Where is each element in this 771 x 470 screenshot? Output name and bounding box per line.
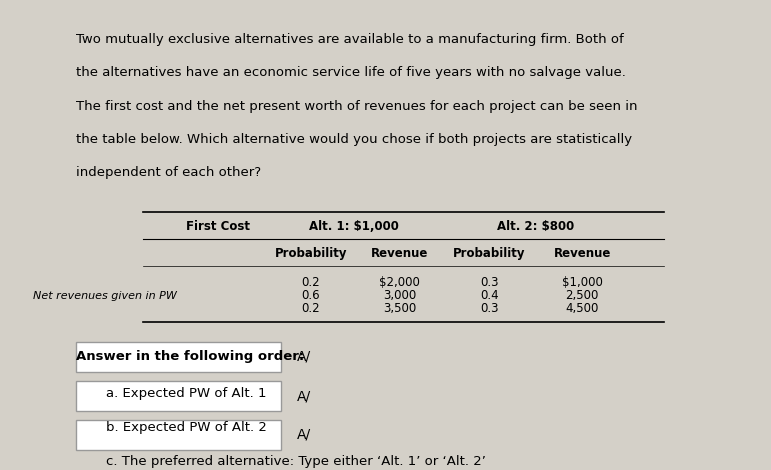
Text: c. The preferred alternative: Type either ‘Alt. 1’ or ‘Alt. 2’: c. The preferred alternative: Type eithe… — [106, 455, 486, 468]
FancyBboxPatch shape — [76, 420, 281, 450]
Text: 0.2: 0.2 — [301, 302, 320, 315]
Text: $1,000: $1,000 — [562, 276, 603, 289]
FancyBboxPatch shape — [76, 381, 281, 412]
Text: 4,500: 4,500 — [565, 302, 599, 315]
Text: First Cost: First Cost — [186, 220, 250, 233]
Text: Answer in the following order:: Answer in the following order: — [76, 350, 305, 363]
Text: 0.4: 0.4 — [480, 289, 499, 302]
Text: Revenue: Revenue — [554, 247, 611, 260]
Text: independent of each other?: independent of each other? — [76, 166, 261, 180]
Text: a. Expected PW of Alt. 1: a. Expected PW of Alt. 1 — [106, 387, 267, 400]
Text: the table below. Which alternative would you chose if both projects are statisti: the table below. Which alternative would… — [76, 133, 632, 146]
Text: 0.3: 0.3 — [480, 302, 498, 315]
Text: Alt. 1: $1,000: Alt. 1: $1,000 — [309, 220, 399, 233]
Text: 2,500: 2,500 — [565, 289, 599, 302]
Text: Probability: Probability — [453, 247, 526, 260]
Text: 3,000: 3,000 — [383, 289, 416, 302]
Text: Probability: Probability — [274, 247, 347, 260]
FancyBboxPatch shape — [76, 342, 281, 372]
Text: The first cost and the net present worth of revenues for each project can be see: The first cost and the net present worth… — [76, 100, 638, 112]
Text: b. Expected PW of Alt. 2: b. Expected PW of Alt. 2 — [106, 421, 267, 434]
Text: A/: A/ — [298, 389, 311, 403]
Text: 0.6: 0.6 — [301, 289, 320, 302]
Text: A/: A/ — [298, 428, 311, 442]
Text: Revenue: Revenue — [372, 247, 429, 260]
Text: 0.2: 0.2 — [301, 276, 320, 289]
Text: Alt. 2: $800: Alt. 2: $800 — [497, 220, 574, 233]
Text: the alternatives have an economic service life of five years with no salvage val: the alternatives have an economic servic… — [76, 66, 626, 79]
Text: A/: A/ — [298, 350, 311, 364]
Text: 3,500: 3,500 — [383, 302, 416, 315]
Text: Net revenues given in PW: Net revenues given in PW — [33, 291, 177, 301]
Text: 0.3: 0.3 — [480, 276, 498, 289]
Text: Two mutually exclusive alternatives are available to a manufacturing firm. Both : Two mutually exclusive alternatives are … — [76, 32, 625, 46]
Text: $2,000: $2,000 — [379, 276, 420, 289]
